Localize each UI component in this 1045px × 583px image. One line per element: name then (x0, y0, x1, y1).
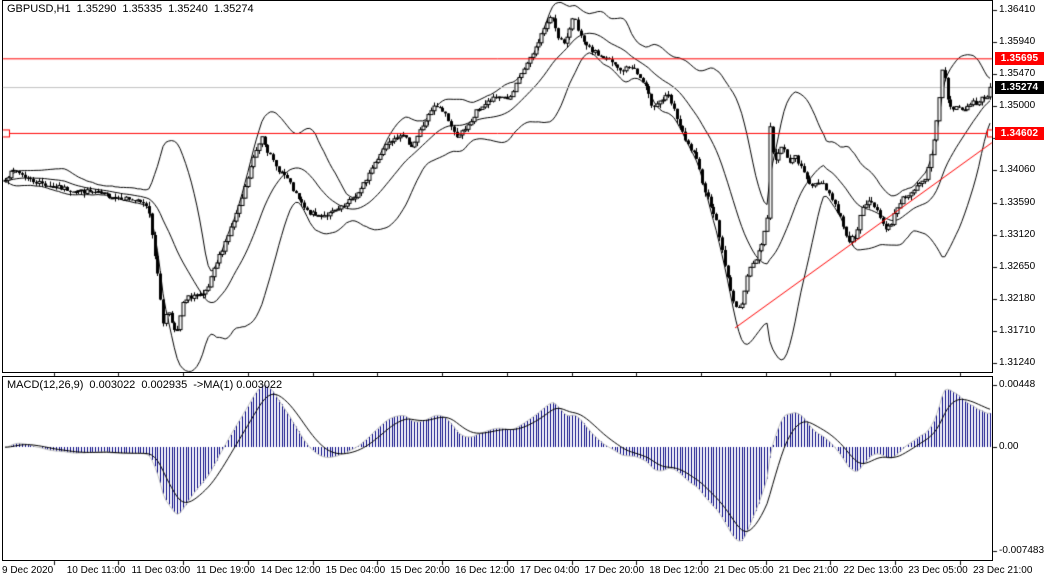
resistance-line-price-badge: 1.35695 (995, 52, 1044, 66)
macd-indicator-label: MACD(12,26,9) 0.003022 0.002935 ->MA(1) … (7, 379, 282, 391)
price-tick-label: 1.35470 (999, 68, 1036, 80)
price-tick-label: 1.35940 (999, 36, 1036, 48)
price-tick-label: 1.31240 (999, 356, 1036, 368)
time-tick-label: 16 Dec 12:00 (455, 565, 515, 576)
price-tick-label: 1.36410 (999, 4, 1036, 15)
time-tick-label: 10 Dec 11:00 (66, 565, 126, 576)
macd-tick-label: -0.007483 (999, 545, 1045, 557)
symbol-timeframe-label: GBPUSD,H1 (7, 3, 71, 15)
close-value: 1.35274 (213, 3, 254, 15)
macd-extra-label: ->MA(1) 0.003022 (193, 379, 283, 391)
macd-main-value: 0.003022 (89, 379, 136, 391)
macd-signal-value: 0.002935 (141, 379, 188, 391)
price-tick-label: 1.32180 (999, 292, 1036, 304)
open-value: 1.35290 (76, 3, 117, 15)
chart-title: GBPUSD,H1 1.35290 1.35335 1.35240 1.3527… (7, 3, 254, 15)
macd-tick-label: 0.00 (999, 441, 1019, 452)
macd-name: MACD(12,26,9) (7, 379, 84, 391)
time-tick-label: 17 Dec 20:00 (584, 565, 645, 576)
high-value: 1.35335 (122, 3, 163, 15)
time-tick-label: 23 Dec 21:00 (972, 565, 1033, 576)
time-tick-label: 21 Dec 21:00 (778, 565, 839, 576)
time-tick-label: 11 Dec 03:00 (131, 565, 191, 576)
price-tick-label: 1.33590 (999, 196, 1036, 208)
current-price-badge: 1.35274 (995, 81, 1044, 95)
time-tick-label: 11 Dec 19:00 (196, 565, 255, 576)
time-tick-label: 14 Dec 12:00 (260, 565, 321, 576)
price-tick-label: 1.32650 (999, 260, 1036, 272)
time-tick-label: 15 Dec 20:00 (390, 565, 450, 576)
price-tick-label: 1.35000 (999, 100, 1036, 112)
time-tick-label: 9 Dec 2020 (2, 565, 54, 576)
price-tick-label: 1.34060 (999, 164, 1036, 176)
macd-tick-label: 0.00448 (999, 378, 1036, 390)
time-tick-label: 17 Dec 04:00 (519, 565, 580, 576)
support-line-price-badge: 1.34602 (995, 126, 1044, 140)
time-tick-label: 15 Dec 04:00 (325, 565, 386, 576)
low-value: 1.35240 (168, 3, 208, 15)
time-tick-label: 22 Dec 13:00 (843, 565, 903, 576)
price-tick-label: 1.31710 (999, 324, 1036, 336)
price-tick-label: 1.33120 (999, 228, 1036, 240)
time-tick-label: 18 Dec 12:00 (649, 565, 709, 576)
time-tick-label: 21 Dec 05:00 (714, 565, 774, 576)
time-tick-label: 23 Dec 05:00 (908, 565, 968, 576)
